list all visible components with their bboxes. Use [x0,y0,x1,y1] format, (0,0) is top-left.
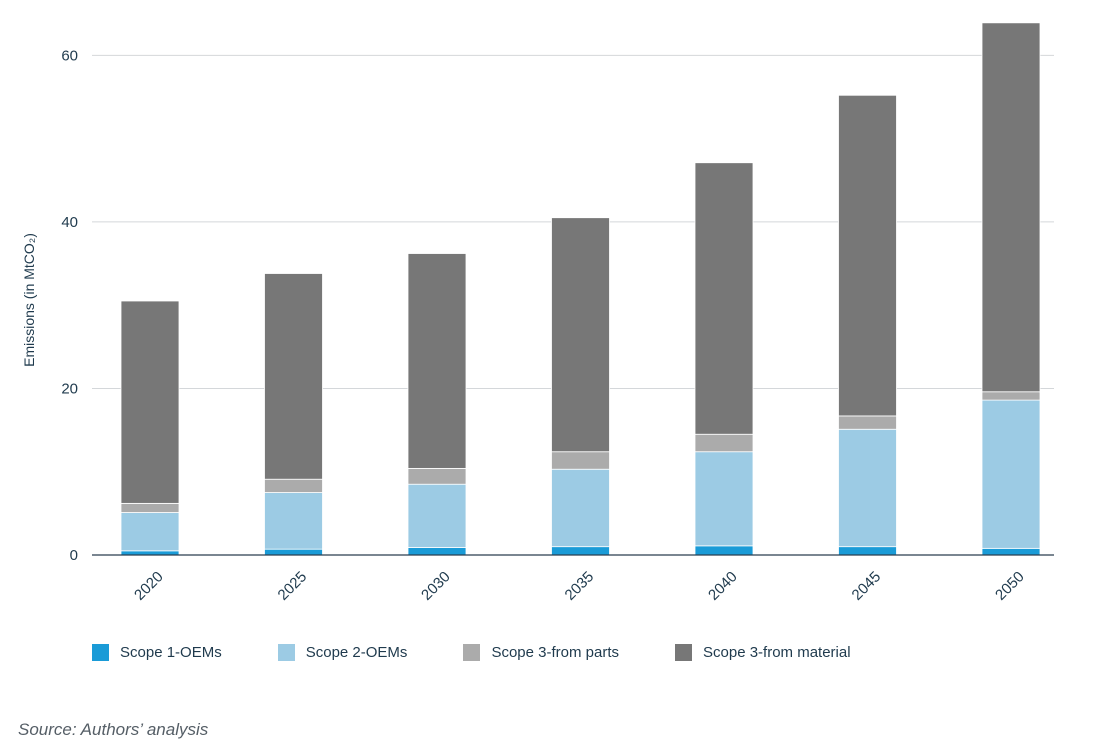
bar-segment-2030-s4 [407,253,467,469]
legend-label-scope3-parts: Scope 3-from parts [491,644,619,661]
y-tick-labels: 0 20 40 60 [61,47,78,564]
bar-segment-2040-s4 [694,162,754,435]
bar-segment-2035-s1 [551,546,610,556]
bar-segment-2030-s2 [407,483,467,548]
x-tick-label-2040: 2040 [705,568,741,604]
x-tick-label-2025: 2025 [275,568,311,604]
legend-swatch-scope2 [277,644,295,661]
bar-segment-2045-s2 [838,428,897,548]
legend: Scope 1-OEMs Scope 2-OEMs Scope 3-from p… [92,644,907,661]
legend-item-scope3-parts: Scope 3-from parts [463,644,619,661]
legend-item-scope2: Scope 2-OEMs [277,644,408,661]
legend-swatch-scope3-parts [463,644,481,661]
legend-label-scope3-material: Scope 3-from material [703,644,851,661]
source-note: Source: Authors’ analysis [18,720,209,739]
bar-segment-2045-s1 [838,546,897,556]
legend-swatch-scope3-material [675,644,692,661]
x-tick-labels: 2020 2025 2030 2035 2040 2045 2050 [131,568,1028,604]
x-tick-label-2045: 2045 [849,568,885,604]
bar-segment-2040-s2 [694,451,754,547]
bar-segment-2050-s2 [981,399,1041,549]
legend-label-scope2: Scope 2-OEMs [305,644,408,661]
bar-segment-2020-s3 [120,502,180,513]
bar-segment-2045-s4 [838,94,897,417]
bar-segment-2035-s4 [551,217,610,453]
bar-segment-2040-s3 [694,433,754,453]
x-tick-label-2020: 2020 [131,568,167,604]
y-tick-label: 60 [61,47,78,64]
bar-segment-2035-s2 [551,468,610,548]
bar-segment-2020-s2 [120,512,180,552]
bar-segment-2020-s1 [120,550,180,556]
legend-swatch-scope1 [92,644,109,661]
y-tick-label: 40 [61,214,78,231]
bar-segment-2025-s2 [264,492,323,550]
legend-label-scope1: Scope 1-OEMs [120,644,222,661]
x-tick-label-2035: 2035 [562,568,598,604]
bar-segment-2050-s3 [981,391,1041,401]
bar-segment-2020-s4 [120,300,180,504]
bar-segment-2050-s4 [981,22,1041,393]
bar-segment-2025-s3 [264,478,323,493]
y-tick-label: 0 [70,547,78,564]
bar-segment-2030-s3 [407,467,467,485]
y-axis-label: Emissions (in MtCO₂) [21,233,37,367]
bar-segment-2050-s1 [981,547,1041,556]
bar-segment-2040-s1 [694,545,754,556]
legend-item-scope3-material: Scope 3-from material [675,644,851,661]
bar-segment-2025-s1 [264,548,323,556]
bar-segment-2045-s3 [838,415,897,430]
legend-item-scope1: Scope 1-OEMs [92,644,222,661]
bar-segment-2025-s4 [264,273,323,480]
bar-segment-2035-s3 [551,451,610,470]
x-tick-label-2030: 2030 [418,568,454,604]
bars [120,22,1041,556]
bar-segment-2030-s1 [407,547,467,556]
x-tick-label-2050: 2050 [992,568,1028,604]
y-tick-label: 20 [61,380,78,397]
